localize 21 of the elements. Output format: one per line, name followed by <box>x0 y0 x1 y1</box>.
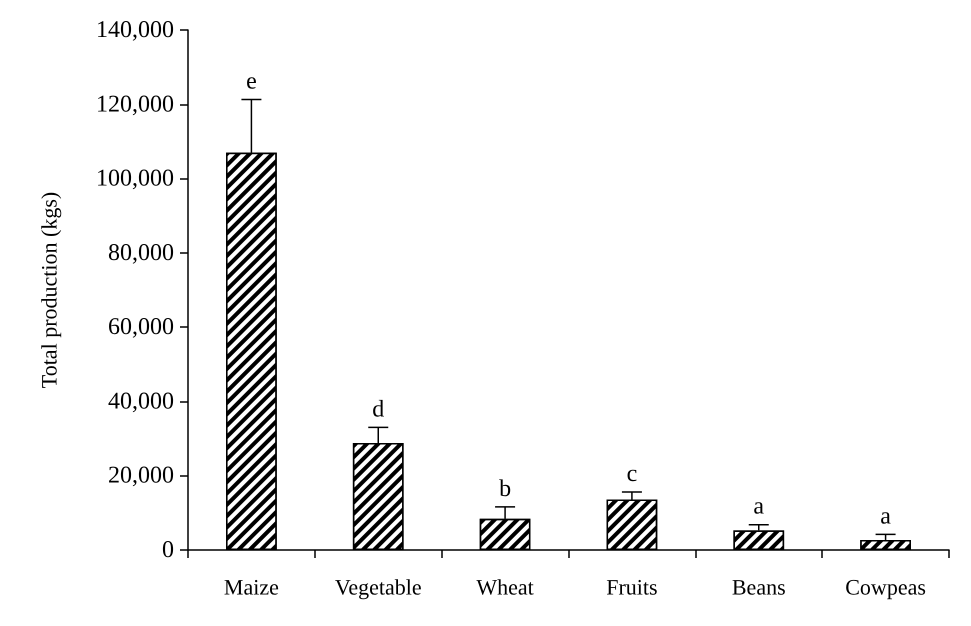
x-tick-label: Maize <box>224 574 279 600</box>
y-tick-label: 60,000 <box>108 314 174 340</box>
y-axis-title: Total production (kgs) <box>36 192 62 388</box>
y-tick-label: 100,000 <box>96 166 174 192</box>
y-tick-label: 20,000 <box>108 462 174 489</box>
y-tick-label: 120,000 <box>96 91 174 118</box>
annotation: b <box>499 476 512 502</box>
x-tick-label: Fruits <box>606 574 658 600</box>
annotation: a <box>753 494 764 520</box>
x-tick-label: Wheat <box>476 574 534 600</box>
y-tick-label: 140,000 <box>96 17 174 43</box>
y-tick-label: 80,000 <box>108 240 174 266</box>
x-tick-label: Cowpeas <box>845 574 926 600</box>
x-tick-label: Vegetable <box>334 574 422 600</box>
annotation: e <box>246 68 257 94</box>
x-tick-label: Beans <box>732 574 786 600</box>
annotation: d <box>372 396 384 422</box>
y-tick-label: 40,000 <box>108 388 174 414</box>
y-tick-label: 0 <box>162 537 174 563</box>
annotation: a <box>880 503 892 530</box>
annotation: c <box>626 461 638 488</box>
